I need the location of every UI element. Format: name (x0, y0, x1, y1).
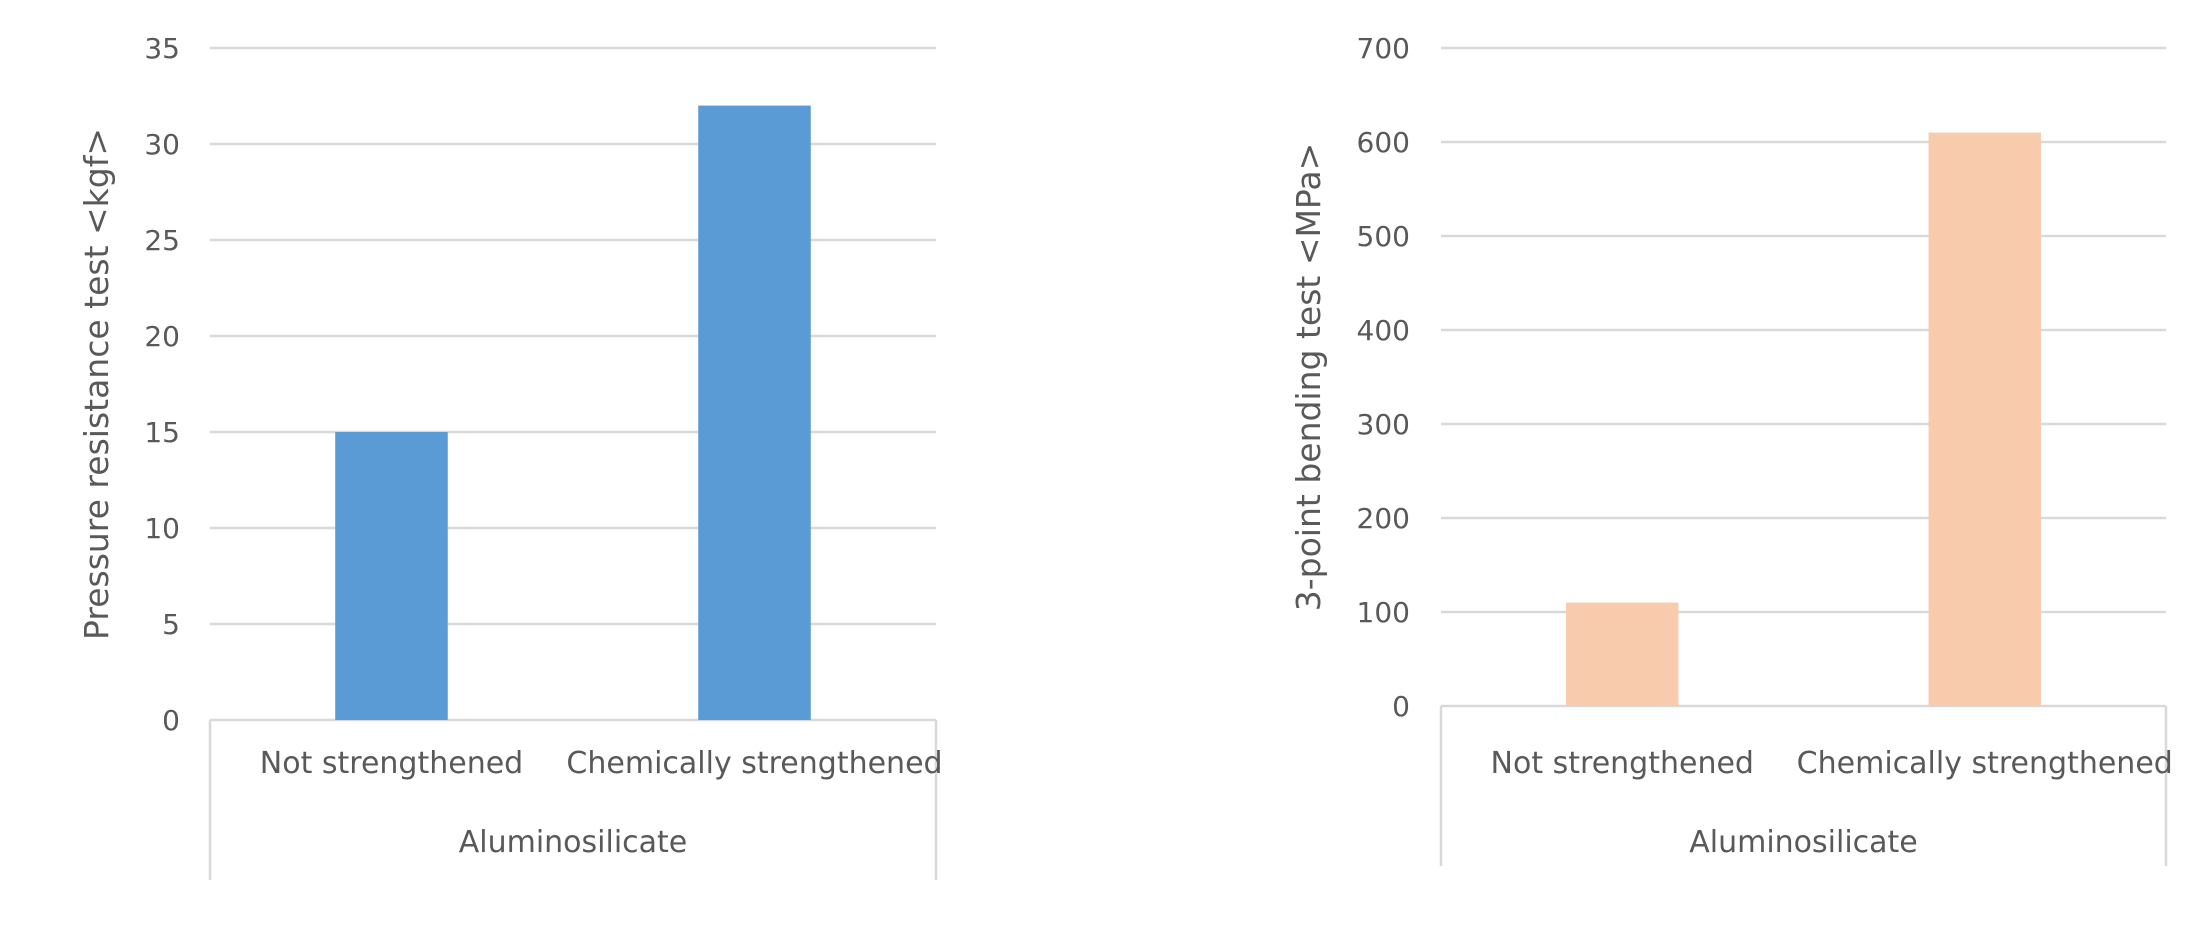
y-tick-label: 600 (1357, 126, 1410, 159)
y-tick-label: 15 (144, 416, 180, 449)
y-tick-label: 0 (162, 704, 180, 737)
y-tick-label: 30 (144, 128, 180, 161)
y-tick-label: 0 (1392, 690, 1410, 723)
y-tick-label: 20 (144, 320, 180, 353)
category-label: Not strengthened (260, 746, 523, 781)
y-tick-label: 200 (1357, 502, 1410, 535)
bar (1566, 602, 1679, 706)
bending-test-chart: 0 100 200 300 400 500 600 700 Not strengthened Ch… (1289, 32, 2173, 866)
bar (335, 432, 448, 720)
group-label: Aluminosilicate (1689, 825, 1918, 860)
group-label: Aluminosilicate (459, 825, 688, 860)
pressure-resistance-chart: 0 5 10 15 20 25 30 35 Not strengthened Chemically… (77, 32, 943, 880)
y-tick-label: 35 (144, 32, 180, 65)
y-tick-label: 500 (1357, 220, 1410, 253)
y-tick-label: 5 (162, 608, 180, 641)
y-axis-title: Pressure resistance test <kgf> (77, 128, 116, 640)
y-tick-label: 10 (144, 512, 180, 545)
category-label: Chemically strengthened (566, 746, 942, 781)
bar (1928, 132, 2041, 707)
y-tick-label: 100 (1357, 596, 1410, 629)
y-axis-title: 3-point bending test <MPa> (1289, 143, 1328, 611)
y-tick-label: 700 (1357, 32, 1410, 65)
category-label: Not strengthened (1491, 746, 1754, 781)
y-tick-label: 25 (144, 224, 180, 257)
bar (698, 105, 811, 721)
category-label: Chemically strengthened (1797, 746, 2173, 781)
y-tick-label: 400 (1357, 314, 1410, 347)
y-tick-label: 300 (1357, 408, 1410, 441)
